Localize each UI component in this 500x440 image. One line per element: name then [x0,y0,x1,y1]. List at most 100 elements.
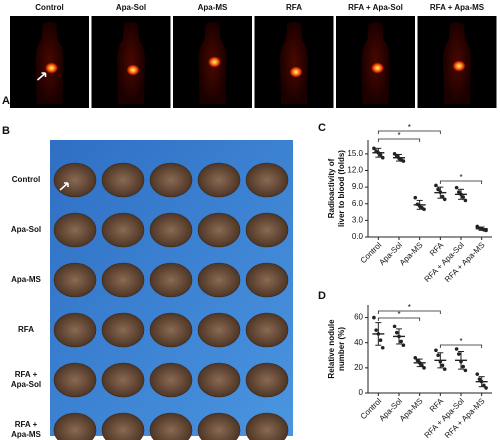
data-point [484,228,488,233]
image-title: RFA + Apa-MS [430,3,485,12]
data-point [436,353,440,358]
liver-sample [245,362,289,398]
y-tick-label: 0.0 [352,232,364,241]
hot-spot [44,62,59,74]
liver-sample [53,312,97,348]
liver-sample [149,162,193,198]
data-point [475,372,480,376]
liver-sample [245,212,289,248]
liver-sample [149,312,193,348]
x-tick-label: Apa-MS [398,397,425,424]
body-silhouette [280,22,308,104]
row-label: Apa-MS [11,275,41,284]
liver-sample [101,262,145,298]
liver-sample [53,162,97,198]
data-point [457,352,461,356]
liver-sample [149,362,193,398]
y-axis-label: Radioactivity of [327,158,336,218]
hot-spot [289,66,303,78]
liver-sample [101,312,145,348]
row-label: RFA + [15,370,38,379]
data-point [395,154,399,158]
panel-label: D [318,290,326,302]
y-tick-label: 60 [354,313,363,322]
liver-sample [197,262,241,298]
data-point [374,328,378,332]
data-point [422,366,426,370]
liver-sample [101,212,145,248]
body-silhouette [117,22,145,104]
significance-bracket [439,180,483,184]
data-point [454,347,459,351]
data-point [392,152,397,156]
hot-spot [452,60,466,72]
data-point [457,190,461,194]
row-label: RFA + [15,420,38,429]
data-point [442,367,447,371]
liver-sample [53,262,97,298]
data-point [461,195,466,199]
data-point [401,159,406,163]
image-title: Control [35,3,63,12]
data-point [434,348,438,353]
data-point [434,183,438,188]
y-axis-label: number (%) [337,327,346,371]
data-point [477,377,482,381]
liver-sample [245,162,289,198]
y-tick-label: 6.0 [352,199,364,208]
significance-bracket [377,317,421,321]
liver-sample [53,212,97,248]
arrow [36,72,47,81]
y-tick-label: 15.0 [347,149,363,158]
data-point [378,338,383,343]
data-point [461,364,466,369]
significance-bracket [439,344,483,348]
liver-sample [101,362,145,398]
hot-spot [207,56,222,68]
liver-sample [53,362,97,398]
liver-sample [245,412,289,440]
data-point [413,195,418,200]
row-label: Apa-Sol [11,380,41,389]
data-point [463,368,468,373]
hot-spot [126,64,140,76]
data-point [380,345,385,350]
panel-label: C [318,122,326,134]
liver-sample [149,412,193,440]
y-tick-label: 40 [354,338,363,347]
panel-label: A [2,95,10,107]
panel-label: B [2,125,10,137]
significance-mark: * [459,173,462,182]
x-tick-label: Apa-MS [398,241,425,268]
data-point [395,330,399,335]
liver-sample [197,162,241,198]
data-point [380,155,385,160]
image-title: Apa-Sol [116,3,146,12]
row-label: Apa-Sol [11,225,41,234]
data-point [401,343,406,348]
liver-sample [149,262,193,298]
x-tick-label: RFA [428,240,446,258]
y-tick-label: 3.0 [352,215,364,224]
liver-sample [197,212,241,248]
liver-sample [245,262,289,298]
liver-sample [101,162,145,198]
data-point [440,363,445,368]
data-point [422,207,426,212]
significance-mark: * [397,310,400,319]
data-point [372,146,376,151]
image-title: RFA [286,3,302,12]
data-point [442,197,447,202]
data-point [413,356,418,360]
liver-sample [197,412,241,440]
liver-sample [245,312,289,348]
data-point [454,185,459,190]
y-axis-label: Relative nodule [327,319,336,379]
data-point [378,153,383,157]
significance-mark: * [408,303,411,312]
y-tick-label: 0 [359,388,364,397]
row-label: RFA [18,325,34,334]
liver-sample [197,362,241,398]
data-point [372,315,376,320]
